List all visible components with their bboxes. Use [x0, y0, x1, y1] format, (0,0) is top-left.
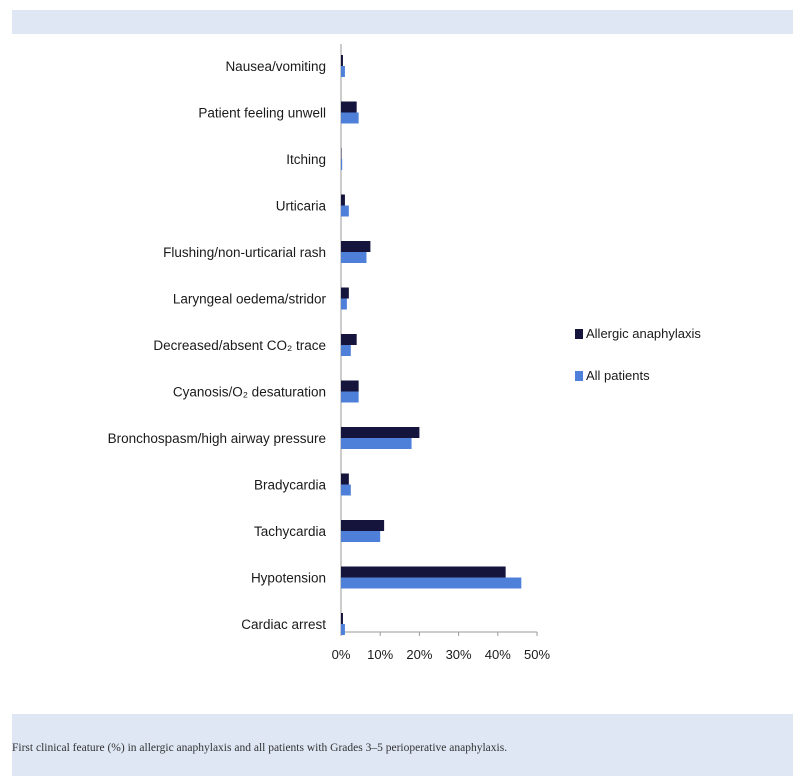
- caption-band: First clinical feature (%) in allergic a…: [12, 714, 793, 776]
- bar-all-patients: [341, 66, 345, 77]
- legend-swatch: [575, 371, 583, 381]
- bar-allergic-anaphylaxis: [341, 613, 343, 624]
- bar-all-patients: [341, 298, 347, 310]
- legend-label: All patients: [586, 368, 650, 383]
- bar-all-patients: [341, 438, 412, 449]
- bar-allergic-anaphylaxis: [341, 241, 371, 252]
- category-label: Decreased/absent CO₂ trace: [153, 338, 326, 353]
- category-label: Itching: [286, 152, 326, 167]
- bar-all-patients: [341, 159, 343, 170]
- category-label: Bronchospasm/high airway pressure: [108, 431, 326, 446]
- bar-all-patients: [341, 112, 359, 124]
- bar-all-patients: [341, 345, 351, 356]
- bar-allergic-anaphylaxis: [341, 287, 349, 299]
- category-label: Urticaria: [276, 199, 327, 214]
- category-label: Cardiac arrest: [241, 617, 326, 632]
- legend-swatch: [575, 329, 583, 339]
- category-label: Hypotension: [251, 571, 326, 586]
- bar-all-patients: [341, 484, 351, 496]
- header-stripe: [12, 10, 793, 34]
- bar-allergic-anaphylaxis: [341, 473, 349, 485]
- bar-all-patients: [341, 205, 349, 217]
- bar-allergic-anaphylaxis: [341, 566, 506, 578]
- category-label: Cyanosis/O₂ desaturation: [173, 385, 326, 400]
- x-tick-label: 10%: [367, 647, 393, 662]
- category-label: Patient feeling unwell: [198, 106, 326, 121]
- bar-allergic-anaphylaxis: [341, 194, 345, 206]
- bar-allergic-anaphylaxis: [341, 55, 343, 66]
- bar-all-patients: [341, 531, 381, 542]
- category-label: Nausea/vomiting: [225, 59, 326, 74]
- bar-chart: 0% 10% 20% 30% 40% 50% Nausea/vomiting Patient …: [108, 44, 701, 662]
- x-tick-label: 0%: [332, 647, 351, 662]
- bar-all-patients: [341, 624, 345, 635]
- x-tick-label: 50%: [524, 647, 550, 662]
- bar-all-patients: [341, 577, 522, 589]
- x-tick-label: 30%: [446, 647, 472, 662]
- category-label: Bradycardia: [254, 478, 327, 493]
- category-label: Tachycardia: [254, 524, 327, 539]
- category-label: Flushing/non-urticarial rash: [163, 245, 326, 260]
- bar-all-patients: [341, 252, 367, 263]
- header-band: [0, 0, 793, 36]
- bar-allergic-anaphylaxis: [341, 101, 357, 113]
- x-tick-label: 40%: [485, 647, 511, 662]
- bar-allergic-anaphylaxis: [341, 520, 385, 531]
- x-tick-label: 20%: [406, 647, 432, 662]
- bar-allergic-anaphylaxis: [341, 380, 359, 392]
- legend-label: Allergic anaphylaxis: [586, 326, 701, 341]
- bar-allergic-anaphylaxis: [341, 148, 342, 159]
- figure-caption: First clinical feature (%) in allergic a…: [12, 742, 508, 754]
- bar-allergic-anaphylaxis: [341, 334, 357, 345]
- bar-all-patients: [341, 391, 359, 403]
- category-label: Laryngeal oedema/stridor: [173, 292, 327, 307]
- bar-allergic-anaphylaxis: [341, 427, 420, 438]
